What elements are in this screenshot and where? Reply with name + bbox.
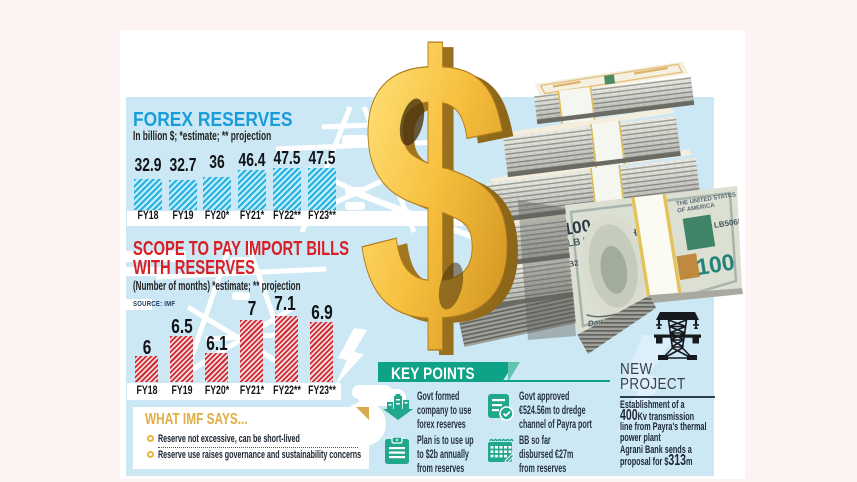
svg-text:100: 100 <box>562 216 593 239</box>
svg-text:$: $ <box>369 10 521 390</box>
svg-text:$: $ <box>358 10 510 390</box>
svg-text:100: 100 <box>694 248 736 280</box>
svg-text:OF AMERICA: OF AMERICA <box>677 203 716 215</box>
svg-text:B2: B2 <box>568 258 580 269</box>
